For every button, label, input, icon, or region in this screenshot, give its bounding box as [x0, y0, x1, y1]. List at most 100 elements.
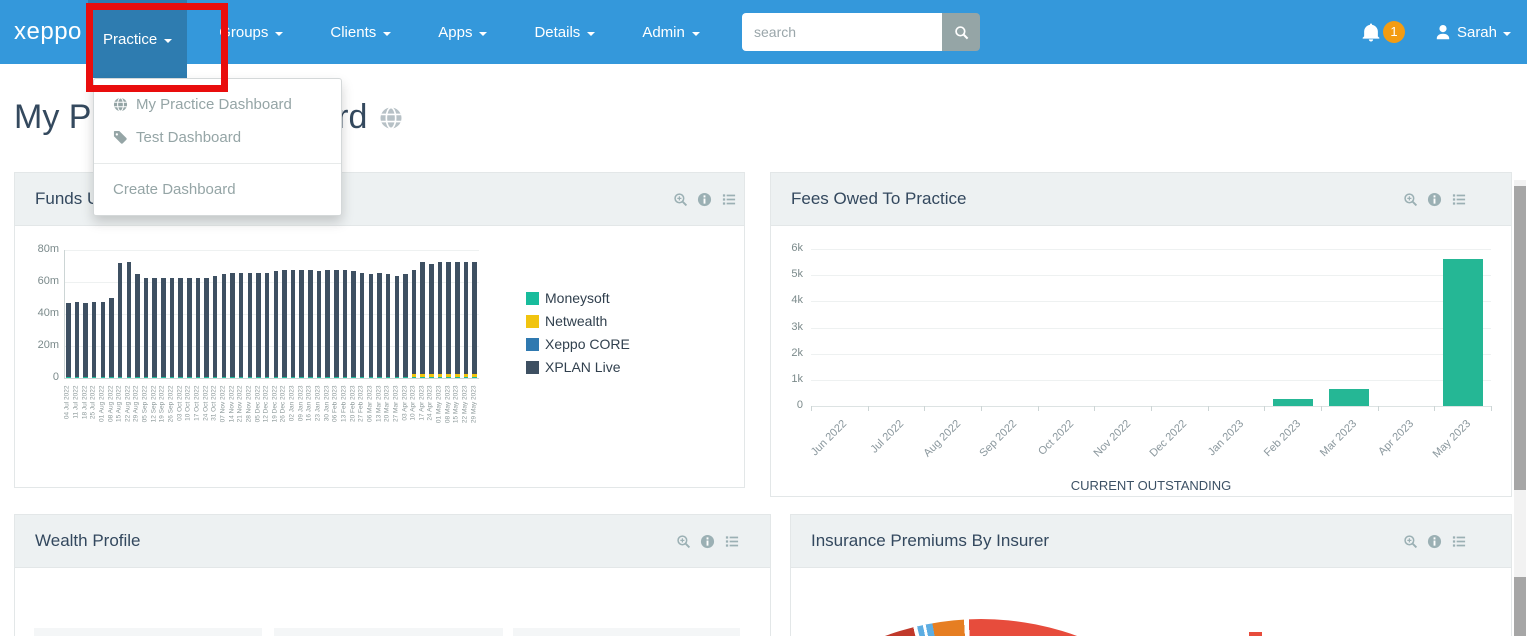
panel-header: Wealth Profile [15, 515, 770, 568]
search-input[interactable] [742, 13, 942, 51]
menu-divider [94, 163, 341, 164]
legend-swatch [526, 291, 539, 305]
nav-item-label: Apps [438, 23, 473, 41]
bar-segment [377, 272, 382, 377]
bar-segment [351, 376, 356, 378]
info-icon[interactable] [700, 534, 715, 549]
bar-segment [316, 271, 322, 377]
y-axis-tick-label: 6k [791, 242, 803, 254]
nav-item-clients[interactable]: Clients [315, 0, 406, 64]
tab-net-worth[interactable]: Net Worth [513, 628, 740, 636]
tab-wealth-holdings[interactable]: Wealth Holdings [34, 628, 262, 636]
list-icon[interactable] [1451, 192, 1467, 207]
nav-item-label: Groups [219, 23, 269, 41]
panel-title: Insurance Premiums By Insurer [811, 531, 1050, 550]
panel-title: Fees Owed To Practice [791, 189, 967, 208]
x-axis-tick-label: 06 Mar 2023 [366, 385, 374, 423]
bar-segment [325, 269, 330, 377]
bar-segment [463, 376, 469, 378]
globe-icon [379, 106, 403, 130]
panel-header-icons [1403, 192, 1511, 207]
x-axis-tick-label: 25 Jul 2022 [89, 385, 97, 420]
nav-item-label: Clients [330, 23, 377, 41]
list-icon[interactable] [724, 534, 740, 549]
x-axis-tick [1264, 406, 1266, 411]
legend-item: Xeppo CORE [526, 336, 630, 352]
legend-label: Moneysoft [545, 290, 610, 306]
list-icon[interactable] [1451, 534, 1467, 549]
legend-swatch [526, 337, 539, 351]
x-axis-tick-label: 05 Sep 2022 [141, 385, 149, 423]
bar-segment [143, 277, 149, 377]
info-icon[interactable] [1427, 534, 1442, 549]
y-axis-tick-label: 1k [791, 372, 803, 385]
list-icon[interactable] [721, 192, 737, 207]
scrollbar-thumb[interactable] [1514, 186, 1526, 490]
menu-item-test-dashboard[interactable]: Test Dashboard [94, 121, 341, 154]
brand-logo[interactable]: xeppo [14, 18, 82, 45]
menu-item-label: Test Dashboard [136, 129, 242, 146]
x-axis-tick-label: 11 Jul 2022 [72, 385, 80, 419]
bar-segment [135, 274, 140, 377]
tab-smsf-holdings[interactable]: SMSF Holdings [274, 628, 503, 636]
zoom-icon[interactable] [1403, 534, 1418, 549]
x-axis-tick-label: Jun 2022 [809, 417, 850, 459]
search-button[interactable] [942, 13, 980, 51]
nav-item-groups[interactable]: Groups [204, 0, 298, 64]
globe-icon [113, 97, 128, 112]
nav-item-details[interactable]: Details [519, 0, 610, 64]
bar-segment [230, 376, 235, 378]
bar-segment [429, 374, 434, 377]
gridline [811, 353, 1491, 355]
y-axis-tick-label: 60m [37, 275, 59, 287]
zoom-icon[interactable] [673, 192, 688, 207]
nav-item-admin[interactable]: Admin [627, 0, 715, 64]
bar-segment [66, 303, 71, 377]
bar-segment [221, 376, 227, 378]
legend-item: XPLAN Live [526, 359, 630, 375]
bar-segment [256, 376, 261, 378]
scrollbar-thumb[interactable] [1514, 577, 1526, 636]
notifications-button[interactable]: 1 [1362, 21, 1405, 43]
x-axis-tick-label: 28 Nov 2022 [245, 385, 253, 423]
bar [1272, 399, 1313, 406]
x-axis-tick-label: 20 Mar 2023 [383, 385, 391, 423]
bar-segment [109, 376, 114, 378]
zoom-icon[interactable] [1403, 192, 1418, 207]
menu-item-create-dashboard[interactable]: Create Dashboard [94, 173, 341, 206]
y-axis-tick-label: 5k [791, 268, 803, 281]
y-axis-line [64, 250, 65, 379]
bar-segment [273, 271, 278, 377]
user-menu[interactable]: Sarah [1435, 24, 1511, 41]
x-axis-tick [1207, 406, 1209, 411]
notification-badge: 1 [1382, 21, 1405, 43]
x-axis-line [64, 378, 479, 379]
chevron-down-icon [691, 31, 700, 36]
nav-item-practice[interactable]: Practice [88, 0, 188, 78]
info-icon[interactable] [1427, 192, 1442, 207]
x-axis-tick [1377, 406, 1379, 411]
bar-segment [204, 376, 209, 378]
bar-segment [437, 374, 443, 377]
panel-insurance-premiums: Insurance Premiums By Insurer 2222222224… [701, 514, 1512, 636]
person-icon [1435, 24, 1451, 40]
legend-item [1249, 632, 1335, 636]
x-axis-tick-label: 01 Aug 2022 [98, 385, 106, 423]
bar-segment [446, 376, 451, 378]
menu-item-my-practice-dashboard[interactable]: My Practice Dashboard [94, 88, 341, 121]
x-axis-tick-label: 01 May 2023 [435, 385, 443, 424]
bar-segment [472, 376, 477, 378]
bar-segment [100, 376, 106, 378]
insurance-pie-chart: 222222222424 [701, 568, 1511, 636]
bar-segment [212, 376, 218, 378]
nav-item-apps[interactable]: Apps [423, 0, 502, 64]
chevron-down-icon [275, 31, 284, 36]
zoom-icon[interactable] [676, 534, 691, 549]
gridline [811, 379, 1491, 381]
y-axis-tick-label: 80m [37, 243, 59, 255]
top-navbar: xeppo Practice Groups Clients Apps Details Ad… [0, 0, 1527, 78]
x-axis-tick-label: 15 Aug 2022 [115, 385, 123, 423]
bar-segment [403, 274, 408, 377]
info-icon[interactable] [697, 192, 712, 207]
x-axis-tick [1491, 406, 1492, 411]
